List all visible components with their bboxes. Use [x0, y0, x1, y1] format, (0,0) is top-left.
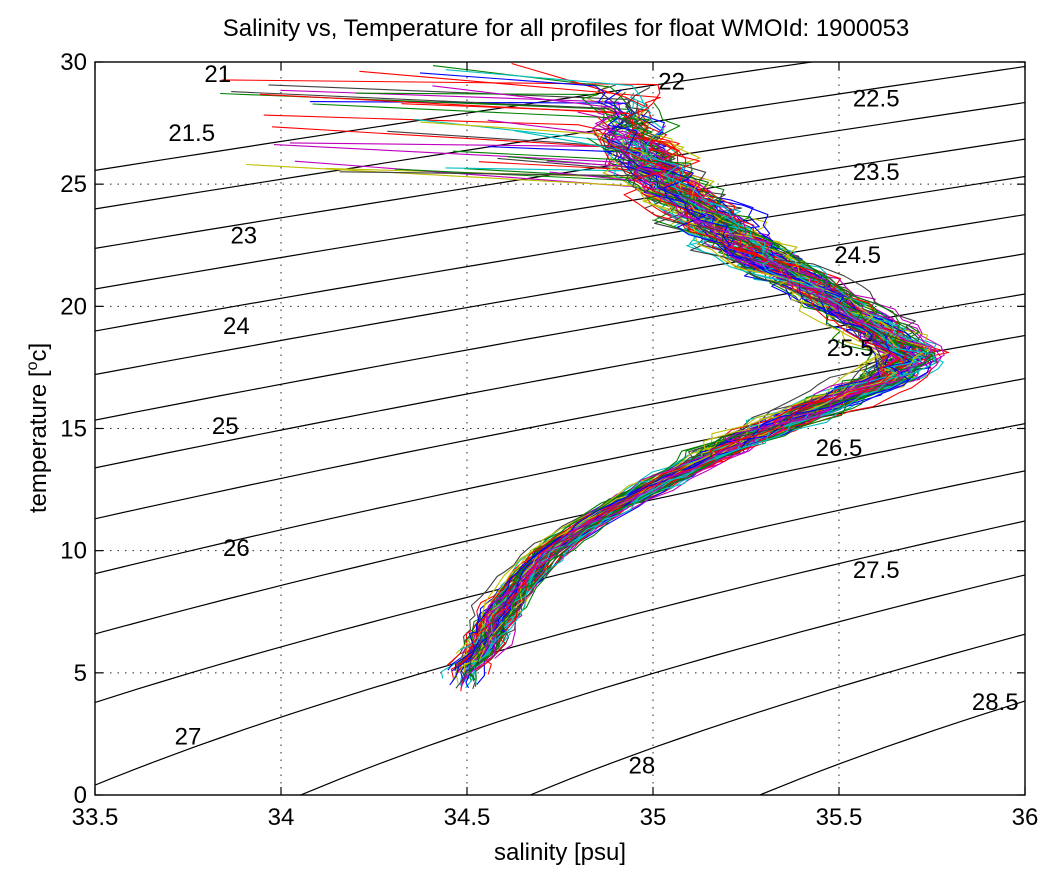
- density-contour-label: 28: [628, 753, 655, 780]
- x-tick-label: 35.5: [816, 804, 863, 831]
- profile-line: [231, 91, 939, 690]
- density-contour: [95, 101, 1025, 250]
- density-contour-label: 21: [204, 61, 231, 88]
- profile-lines: [220, 62, 950, 692]
- density-contour-label: 24.5: [834, 242, 881, 269]
- density-contour: [95, 334, 1025, 520]
- density-contour: [95, 293, 1025, 469]
- profile-line: [472, 89, 881, 653]
- y-tick-label: 10: [60, 538, 87, 565]
- profile-line: [419, 72, 909, 686]
- y-tick-label: 0: [74, 782, 87, 809]
- y-tick-label: 30: [60, 49, 87, 76]
- axis-ticks: 33.5 34 34.5 35 35.5 36 0 5 10 15 20 25 30: [60, 49, 1038, 831]
- density-contour-label: 25.5: [827, 335, 874, 362]
- density-contour-label: 26: [223, 535, 250, 562]
- density-contour: [95, 138, 1025, 290]
- y-tick-label: 5: [74, 660, 87, 687]
- density-contour-label: 21.5: [168, 120, 215, 147]
- profile-line: [432, 85, 932, 655]
- profile-line: [445, 69, 936, 656]
- chart-title: Salinity vs, Temperature for all profile…: [223, 15, 910, 42]
- contour-labels: 21 21.5 22 22.5 23 23.5 24 24.5 25 25.5 26 26.5 27 27…: [168, 61, 1018, 779]
- density-contour: [95, 470, 1025, 704]
- density-contour-label: 23: [230, 222, 257, 249]
- density-contour: [95, 65, 1025, 210]
- density-contour: [95, 520, 1025, 786]
- density-contour: [300, 574, 1025, 795]
- y-axis-label: temperature [oc]: [24, 343, 52, 513]
- profile-line: [459, 62, 907, 665]
- x-tick-label: 33.5: [72, 804, 119, 831]
- profile-line: [339, 171, 913, 689]
- x-tick-label: 34: [268, 804, 295, 831]
- density-contour: [95, 422, 1025, 635]
- density-contour-label: 23.5: [853, 159, 900, 186]
- profile-line: [263, 114, 911, 674]
- density-contour-label: 28.5: [972, 689, 1019, 716]
- profile-line: [463, 187, 933, 672]
- x-tick-label: 34.5: [444, 804, 491, 831]
- profile-line: [259, 93, 936, 671]
- y-tick-label: 15: [60, 416, 87, 443]
- density-contour: [95, 175, 1025, 332]
- x-tick-label: 35: [640, 804, 667, 831]
- density-contour-label: 25: [212, 413, 239, 440]
- density-contour-label: 22: [658, 69, 685, 96]
- profile-line: [468, 111, 923, 661]
- density-contour-label: 24: [223, 313, 250, 340]
- density-contour-label: 26.5: [816, 435, 863, 462]
- x-axis-label: salinity [psu]: [494, 839, 626, 866]
- y-tick-label: 20: [60, 293, 87, 320]
- x-tick-label: 36: [1012, 804, 1039, 831]
- profile-line: [312, 103, 936, 672]
- density-contour: [529, 633, 1025, 795]
- density-contour-label: 27: [175, 723, 202, 750]
- density-contour: [759, 700, 1025, 795]
- y-tick-label: 25: [60, 171, 87, 198]
- density-contour-label: 22.5: [853, 86, 900, 113]
- density-contour-label: 27.5: [853, 557, 900, 584]
- profile-line: [466, 116, 901, 654]
